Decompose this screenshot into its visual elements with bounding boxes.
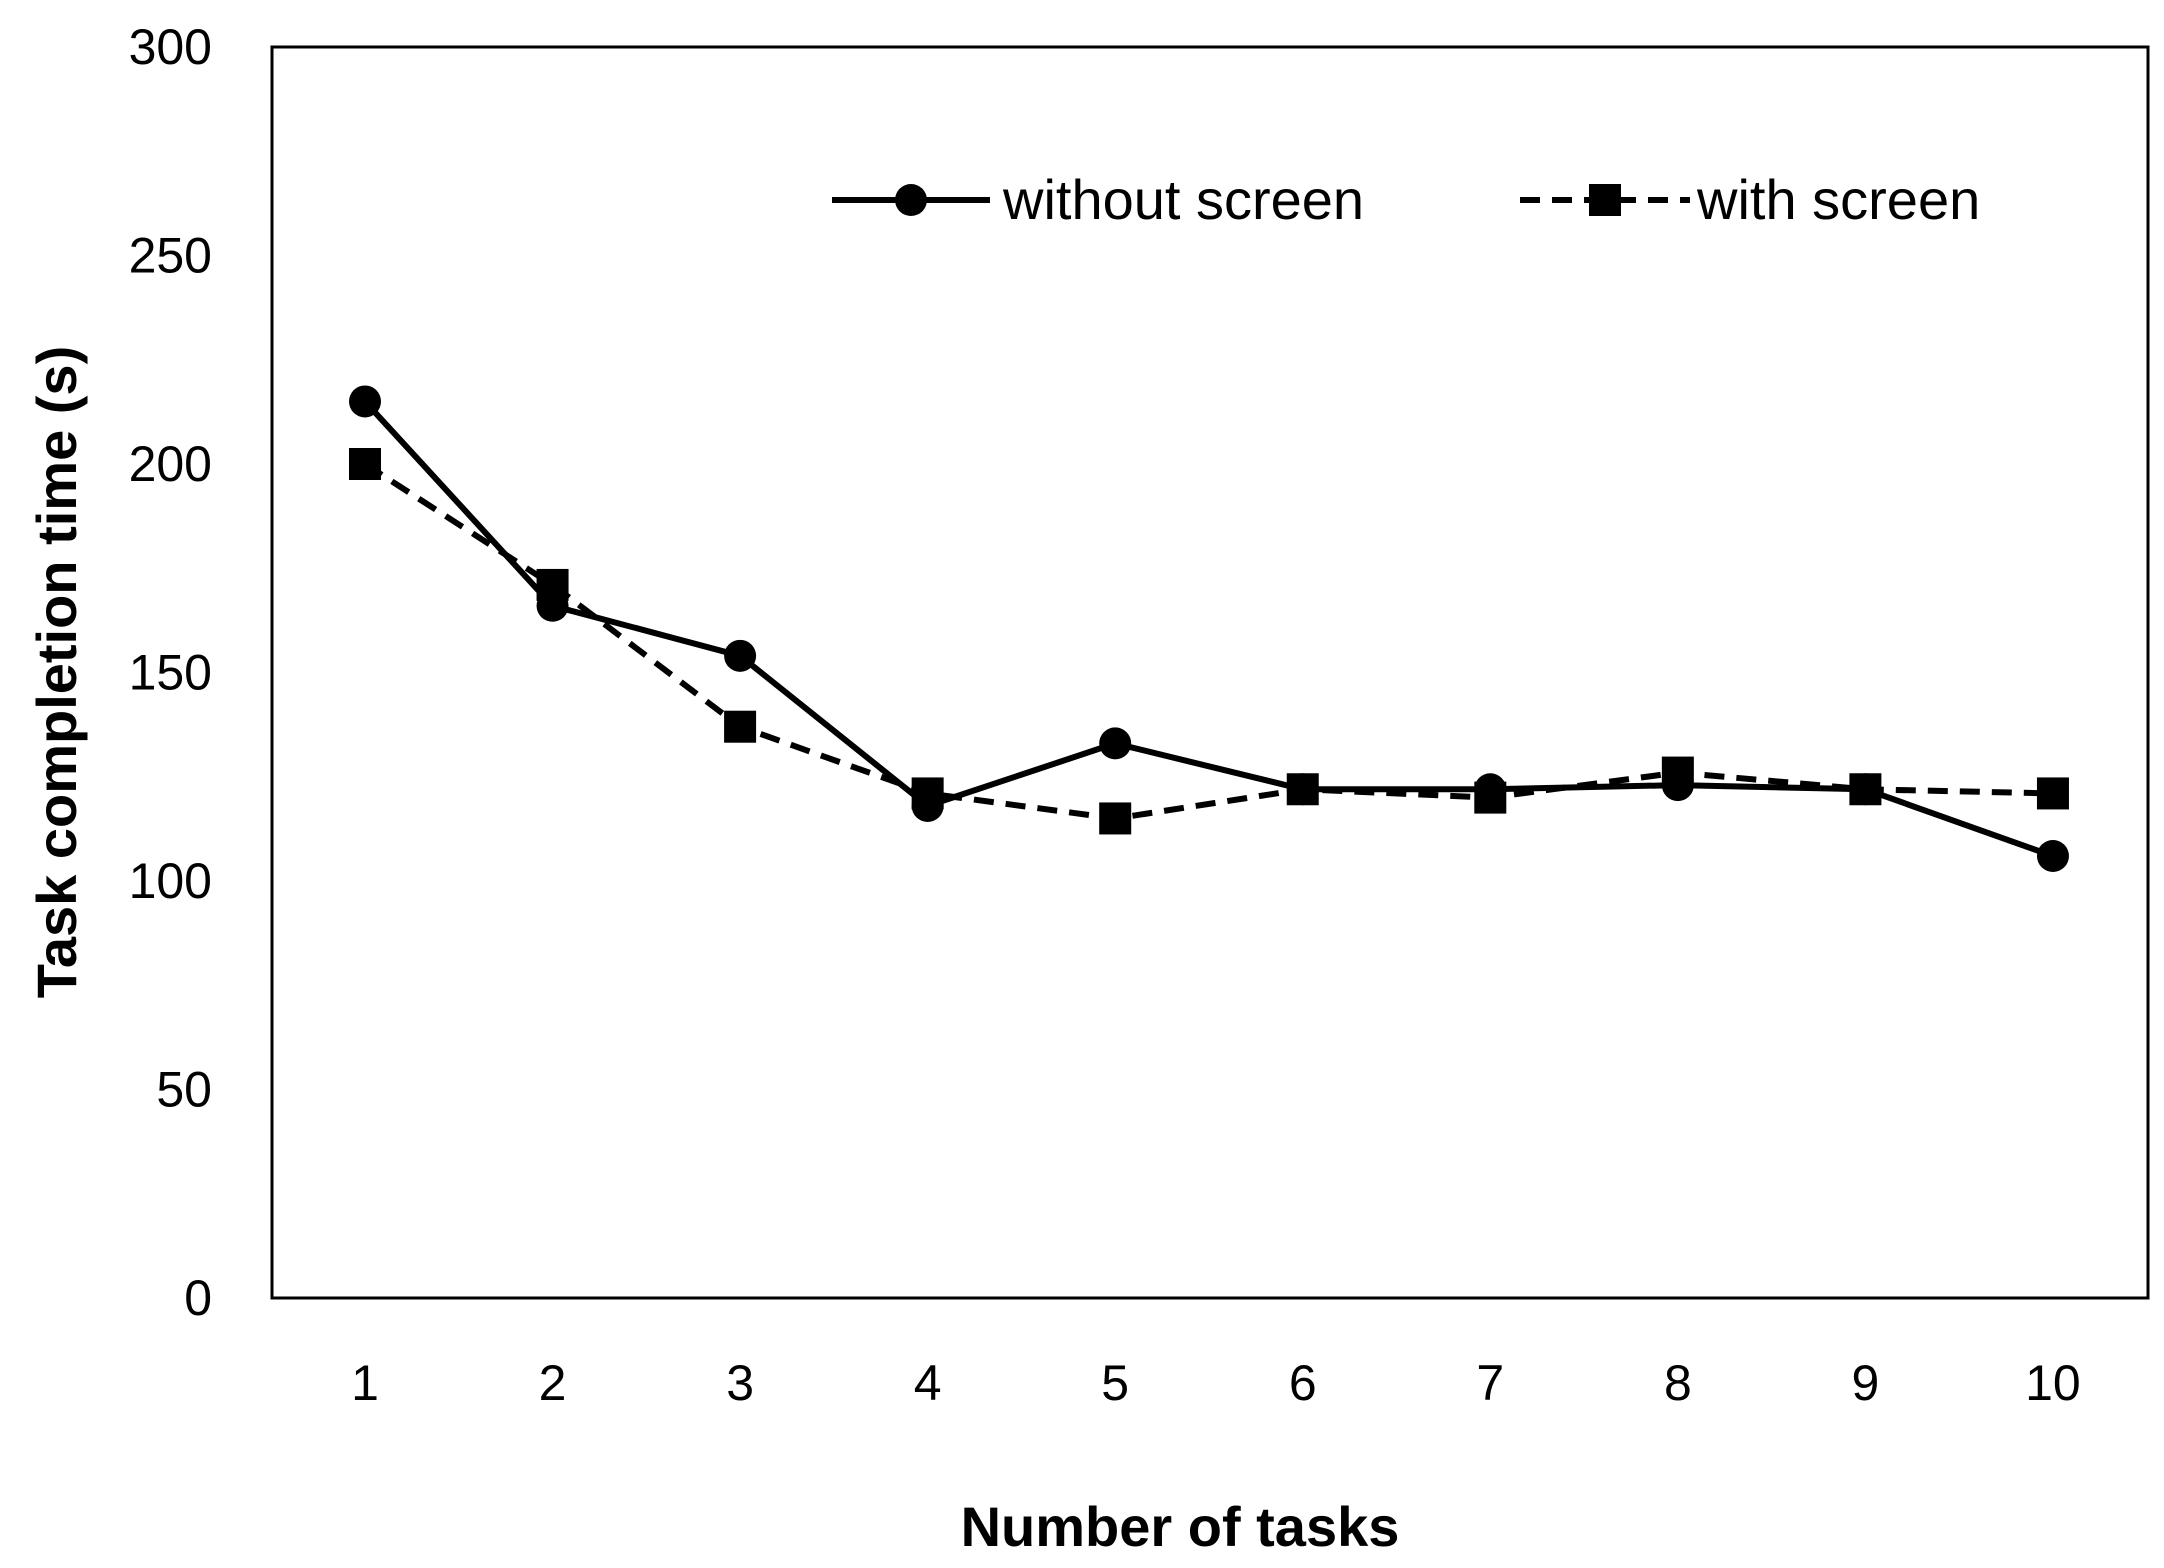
x-tick-label: 9 — [1851, 1355, 1879, 1411]
x-tick-label: 4 — [914, 1355, 942, 1411]
x-axis-title: Number of tasks — [961, 1495, 1400, 1558]
data-point-without-screen — [911, 789, 944, 822]
x-tick-label: 5 — [1101, 1355, 1129, 1411]
legend-label: with screen — [1696, 168, 1980, 231]
data-point-with-screen — [1099, 802, 1132, 835]
x-tick-label: 6 — [1289, 1355, 1317, 1411]
data-point-without-screen — [1661, 769, 1694, 802]
series-line-without-screen — [362, 399, 2054, 859]
x-tick-label: 10 — [2025, 1355, 2081, 1411]
legend: without screen with screen — [832, 168, 1980, 231]
x-tick-label: 3 — [726, 1355, 754, 1411]
legend-label: without screen — [1002, 168, 1364, 231]
x-tick-label: 8 — [1664, 1355, 1692, 1411]
x-tick-label: 1 — [351, 1355, 379, 1411]
x-tick-label: 7 — [1476, 1355, 1504, 1411]
data-point-without-screen — [536, 589, 569, 622]
x-axis-tick-labels: 1 2 3 4 5 6 7 8 9 10 — [351, 1355, 2081, 1411]
data-point-without-screen — [1099, 727, 1132, 760]
y-tick-label: 300 — [129, 19, 212, 75]
series-line-with-screen — [363, 461, 2053, 822]
y-tick-label: 200 — [129, 436, 212, 492]
series-layer — [349, 385, 2069, 872]
y-axis-title: Task completion time (s) — [25, 346, 88, 998]
plot-area — [270, 45, 2150, 1300]
data-point-without-screen — [349, 385, 381, 418]
data-point-with-screen — [349, 448, 381, 480]
y-tick-label: 250 — [129, 228, 212, 284]
y-tick-label: 100 — [129, 853, 212, 909]
y-tick-label: 0 — [184, 1270, 212, 1326]
data-point-without-screen — [2036, 839, 2069, 872]
data-point-with-screen — [2036, 777, 2069, 810]
y-tick-label: 50 — [156, 1062, 212, 1118]
data-point-with-screen — [724, 710, 757, 743]
x-tick-label: 2 — [539, 1355, 567, 1411]
data-point-without-screen — [1286, 773, 1319, 806]
y-tick-label: 150 — [129, 645, 212, 701]
data-point-without-screen — [724, 639, 757, 672]
data-point-without-screen — [1474, 773, 1507, 806]
data-point-without-screen — [1849, 773, 1882, 806]
legend-marker-square — [1589, 184, 1621, 216]
legend-marker-circle — [895, 184, 927, 216]
y-axis-tick-labels: 0 50 100 150 200 250 300 — [129, 19, 212, 1326]
